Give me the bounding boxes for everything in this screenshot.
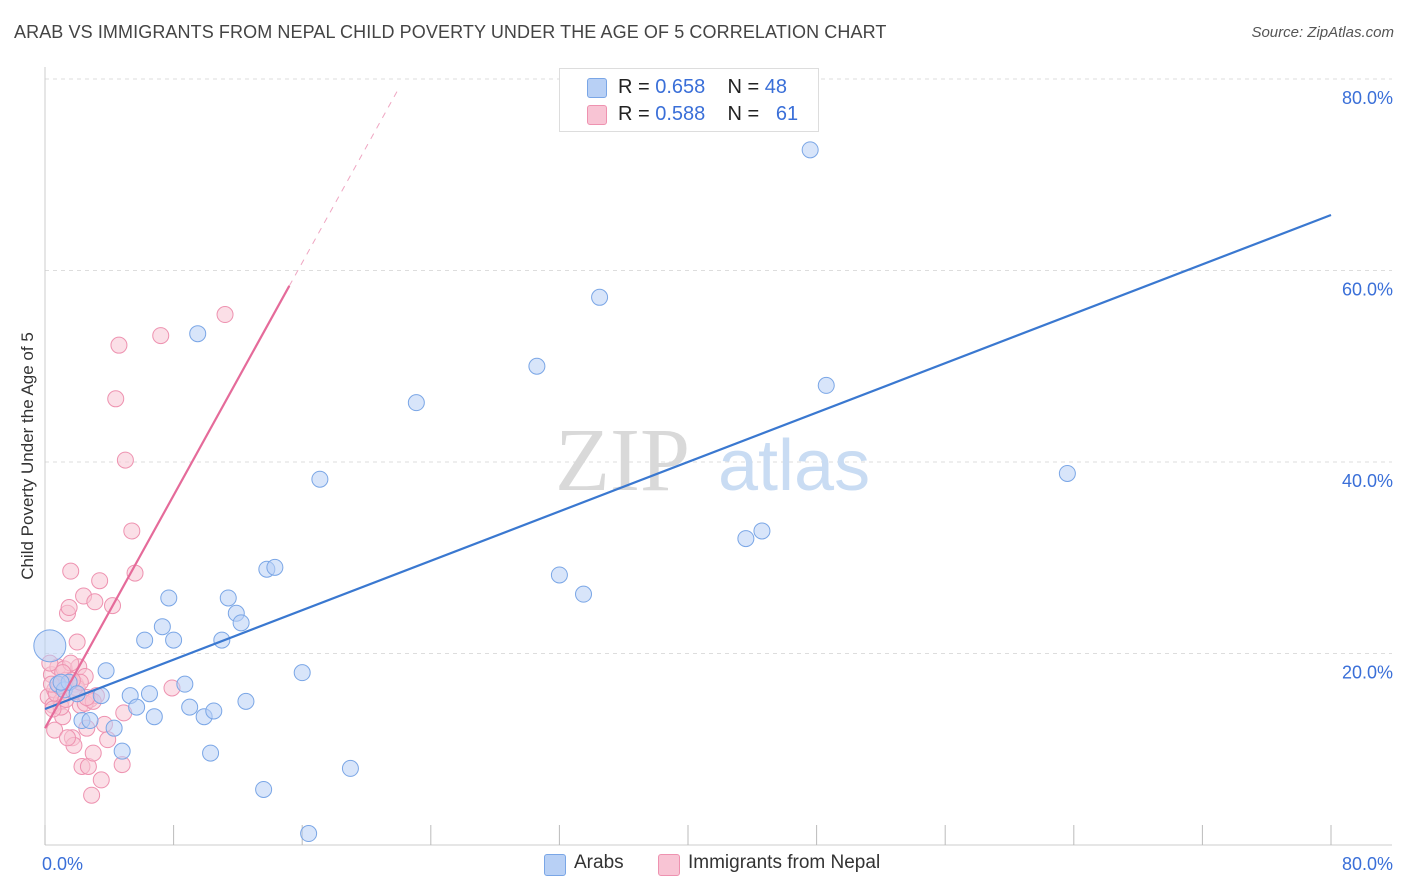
arabs-point-37 [407, 394, 425, 412]
legend-n-label-arabs: N = [727, 76, 765, 98]
arabs-point-9 [105, 719, 123, 737]
arabs-point-33 [293, 664, 311, 682]
arabs-point-26 [219, 589, 237, 607]
arabs-point-44 [801, 141, 819, 159]
legend-swatch-nepal [587, 105, 607, 125]
arabs-point-40 [575, 585, 593, 603]
arabs-point-14 [140, 685, 158, 703]
x-tick-label-1: 80.0% [1342, 854, 1393, 874]
legend-r-arabs: 0.658 [655, 76, 706, 98]
nepal-point-38 [123, 522, 141, 540]
nepal-point-11 [62, 562, 80, 580]
legend-r-label-arabs: R = [618, 76, 656, 98]
y-tick-label-1: 40.0% [1342, 471, 1393, 491]
trend-line-nepal [44, 285, 291, 729]
source-label: Source: ZipAtlas.com [1251, 24, 1394, 41]
chart-title: ARAB VS IMMIGRANTS FROM NEPAL CHILD POVE… [14, 22, 887, 42]
nepal-point-37 [116, 451, 134, 469]
legend-row-nepal: R = 0.588 N = 61 [560, 101, 818, 127]
legend-n-arabs: 48 [764, 76, 788, 98]
legend-r-label-nepal: R = [618, 103, 656, 125]
nepal-point-24 [83, 786, 101, 804]
nepal-point-26 [86, 593, 104, 611]
arabs-point-35 [311, 470, 329, 488]
nepal-point-33 [107, 390, 125, 408]
arabs-point-43 [753, 522, 771, 540]
grid-lines [45, 78, 1392, 654]
arabs-point-38 [528, 357, 546, 375]
arabs-point-8 [97, 662, 115, 680]
y-axis-label: Child Poverty Under the Age of 5 [18, 332, 37, 580]
legend-n-nepal: 61 [775, 103, 799, 125]
arabs-point-30 [255, 780, 273, 798]
arabs-point-24 [205, 702, 223, 720]
arabs-point-20 [181, 698, 199, 716]
legend-n-label-nepal: N = [727, 103, 765, 125]
bottom-legend-swatch-arabs [544, 854, 566, 876]
arabs-point-28 [232, 614, 250, 632]
arabs-point-39 [550, 566, 568, 584]
bottom-legend-label-nepal: Immigrants from Nepal [688, 852, 881, 873]
y-tick-label-3: 80.0% [1342, 88, 1393, 108]
bottom-legend-swatch-nepal [658, 854, 680, 876]
arabs-point-19 [176, 675, 194, 693]
y-tick-label-0: 20.0% [1342, 663, 1393, 683]
trend-line-arabs [44, 213, 1332, 711]
trend-line-nepal-extension [288, 88, 400, 287]
arabs-point-15 [145, 708, 163, 726]
nepal-point-42 [216, 306, 234, 324]
arabs-point-0 [33, 629, 67, 663]
arabs-point-21 [189, 325, 207, 343]
nepal-point-34 [110, 336, 128, 354]
arabs-point-10 [113, 742, 131, 760]
watermark-zip: ZIP [555, 411, 690, 510]
arabs-point-18 [165, 631, 183, 649]
arabs-point-23 [202, 744, 220, 762]
series-nepal-points [39, 306, 234, 804]
legend: R = 0.658 N = 48 R = 0.588 N = 61 [559, 68, 819, 132]
arabs-point-32 [266, 558, 284, 576]
axes [44, 67, 1392, 846]
x-tick-label-0: 0.0% [42, 854, 83, 874]
trend-lines [44, 88, 1332, 729]
arabs-point-17 [160, 589, 178, 607]
nepal-point-28 [91, 572, 109, 590]
arabs-point-16 [153, 618, 171, 636]
arabs-point-6 [81, 712, 99, 730]
nepal-point-55 [59, 729, 77, 747]
arabs-point-13 [136, 631, 154, 649]
nepal-point-15 [68, 633, 86, 651]
legend-swatch-arabs [587, 78, 607, 98]
nepal-point-29 [92, 771, 110, 789]
nepal-point-40 [152, 327, 170, 345]
bottom-legend-label-arabs: Arabs [574, 852, 624, 873]
legend-row-arabs: R = 0.658 N = 48 [560, 74, 818, 100]
nepal-point-25 [84, 744, 102, 762]
arabs-point-34 [300, 825, 318, 843]
y-tick-label-2: 60.0% [1342, 280, 1393, 300]
legend-text-arabs: R = 0.658 N = 48 [618, 76, 787, 99]
arabs-point-12 [128, 698, 146, 716]
legend-text-nepal: R = 0.588 N = 61 [618, 103, 798, 126]
watermark: ZIP atlas [555, 411, 870, 510]
arabs-point-45 [817, 376, 835, 394]
watermark-atlas: atlas [718, 426, 870, 506]
arabs-point-46 [1058, 464, 1076, 482]
arabs-point-42 [737, 530, 755, 548]
nepal-point-10 [60, 599, 78, 617]
arabs-point-36 [341, 759, 359, 777]
arabs-point-41 [591, 288, 609, 306]
legend-r-nepal: 0.588 [655, 103, 706, 125]
arabs-point-47 [52, 673, 70, 691]
arabs-point-29 [237, 692, 255, 710]
tick-labels: 20.0% 40.0% 60.0% 80.0% 0.0% 80.0% [42, 88, 1393, 874]
nepal-point-54 [46, 721, 64, 739]
